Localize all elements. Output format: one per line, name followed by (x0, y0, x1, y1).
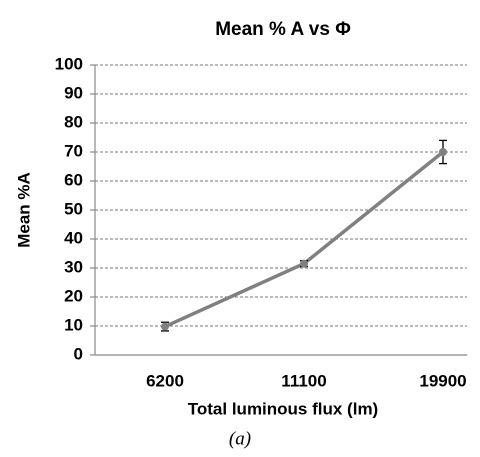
marker (439, 148, 447, 156)
y-tick-label: 30 (64, 257, 83, 276)
y-tick-label: 80 (64, 112, 83, 131)
caption: (a) (229, 428, 251, 449)
marker (161, 322, 169, 331)
y-tick-label: 90 (64, 83, 83, 102)
x-tick-label: 6200 (146, 371, 184, 390)
y-tick-label: 60 (64, 170, 83, 189)
y-tick-label: 20 (64, 286, 83, 305)
x-tick-label: 19900 (419, 371, 466, 390)
marker (300, 259, 308, 268)
y-tick-label: 50 (64, 199, 83, 218)
y-tick-label: 40 (64, 228, 83, 247)
y-tick-label: 0 (74, 344, 83, 363)
y-tick-label: 70 (64, 141, 83, 160)
chart-title: Mean % A vs Φ (215, 19, 351, 40)
y-axis-label: Mean %A (14, 172, 33, 248)
x-axis-label: Total luminous flux (lm) (188, 399, 378, 418)
y-tick-label: 10 (64, 315, 83, 334)
y-tick-label: 100 (55, 54, 83, 73)
x-tick-label: 11100 (281, 371, 326, 390)
